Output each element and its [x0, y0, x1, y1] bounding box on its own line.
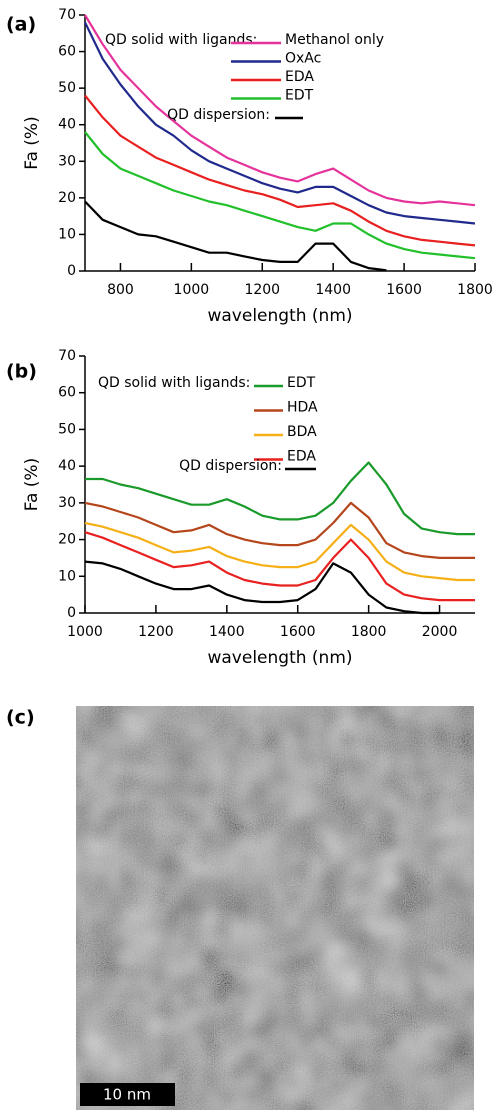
legend-label: EDA	[285, 69, 314, 85]
x-tick-label: 1400	[315, 282, 351, 298]
x-tick-label: 1000	[67, 624, 103, 640]
data-line	[84, 21, 476, 225]
x-tick-label: 800	[107, 282, 134, 298]
scale-bar	[80, 1083, 175, 1106]
data-line	[84, 14, 476, 207]
data-line	[85, 461, 475, 536]
chart: (a) 0 10 20 30 40 50 60 70 800 1000 1200 1400 1600 180…	[6, 7, 493, 326]
tem-image	[76, 706, 474, 1110]
legend-title: QD solid with ligands:	[98, 375, 250, 391]
y-tick-label: 0	[67, 605, 76, 621]
x-axis-title: wavelength (nm)	[207, 648, 352, 668]
x-tick-label: 1000	[174, 282, 210, 298]
y-tick-label: 40	[58, 458, 76, 474]
x-tick-label: 2000	[422, 624, 458, 640]
panel-label: (c)	[6, 707, 35, 729]
y-axis-title: Fa (%)	[22, 116, 42, 169]
data-line	[84, 501, 475, 559]
y-tick-label: 60	[58, 385, 76, 401]
scale-bar-label: 10 nm	[103, 1086, 151, 1104]
legend-label: HDA	[287, 400, 318, 416]
x-tick-label: 1200	[138, 624, 174, 640]
legend-title: QD solid with ligands:	[105, 32, 257, 48]
y-axis-title: Fa (%)	[22, 458, 42, 511]
y-tick-label: 60	[58, 44, 76, 60]
y-tick-label: 40	[58, 117, 76, 133]
legend-label: EDA	[287, 449, 316, 465]
y-tick-label: 30	[58, 495, 76, 511]
y-tick-label: 0	[67, 263, 76, 279]
x-tick-label: 1800	[351, 624, 387, 640]
y-tick-label: 70	[58, 348, 76, 364]
y-tick-label: 20	[58, 532, 76, 548]
y-tick-label: 10	[58, 226, 76, 242]
legend-label: BDA	[287, 424, 317, 440]
y-tick-label: 30	[58, 153, 76, 169]
data-line	[84, 131, 476, 260]
data-line	[84, 200, 387, 272]
legend-label: QD dispersion:	[167, 107, 270, 123]
legend-label: EDT	[285, 88, 314, 104]
x-tick-label: 1600	[386, 282, 422, 298]
legend-label: EDT	[287, 375, 316, 391]
chart: (b) 0 10 20 30 40 50 60 70 1000 1200 1400 1600 1800 20…	[6, 348, 475, 668]
x-tick-label: 1800	[457, 282, 493, 298]
x-tick-label: 1400	[209, 624, 245, 640]
x-tick-label: 1200	[244, 282, 280, 298]
y-tick-label: 10	[58, 568, 76, 584]
panel-label: (b)	[6, 361, 37, 383]
panel-label: (a)	[6, 14, 36, 36]
data-line	[84, 94, 476, 247]
legend-label: QD dispersion:	[179, 458, 282, 474]
data-line	[84, 521, 475, 582]
y-tick-label: 70	[58, 7, 76, 23]
legend-label: OxAc	[285, 51, 321, 67]
legend-label: Methanol only	[285, 32, 384, 48]
x-axis-title: wavelength (nm)	[207, 306, 352, 326]
y-tick-label: 50	[58, 421, 76, 437]
data-line	[84, 531, 475, 602]
y-tick-label: 50	[58, 80, 76, 96]
y-tick-label: 20	[58, 190, 76, 206]
data-line	[84, 560, 440, 615]
panel-c: 10 nm (c)	[6, 706, 474, 1110]
x-tick-label: 1600	[280, 624, 316, 640]
